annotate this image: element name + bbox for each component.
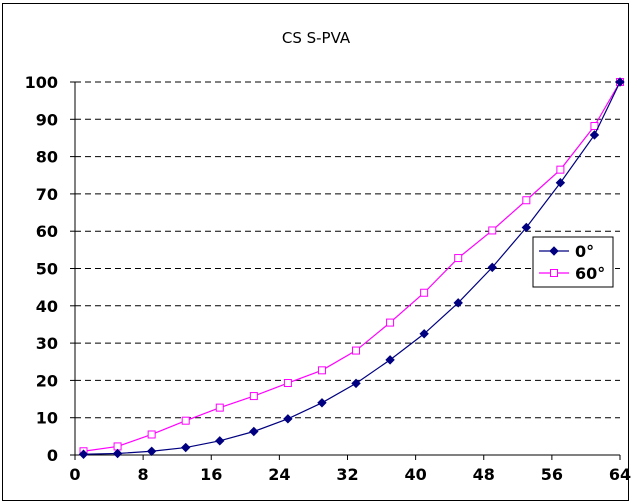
series-0deg — [78, 77, 625, 459]
data-point — [215, 436, 225, 446]
y-tick-label: 50 — [36, 260, 58, 279]
data-point — [385, 355, 395, 365]
legend-marker — [550, 269, 558, 277]
data-point — [181, 416, 190, 425]
data-point — [352, 346, 361, 355]
x-tick-label: 32 — [336, 465, 358, 484]
data-point — [180, 442, 191, 453]
data-point — [249, 426, 259, 437]
data-point — [249, 392, 258, 401]
data-point — [589, 130, 600, 140]
x-tick-label: 24 — [268, 465, 290, 484]
data-point — [317, 398, 327, 408]
data-point — [78, 449, 89, 459]
data-point — [146, 446, 157, 456]
legend-label: 60° — [575, 264, 605, 283]
y-tick-label: 90 — [36, 110, 58, 129]
legend-marker — [549, 246, 559, 256]
data-point — [147, 430, 156, 439]
data-point — [522, 196, 531, 205]
data-point — [615, 77, 625, 87]
grid-lines — [75, 81, 620, 419]
x-tick-label: 56 — [541, 465, 563, 484]
data-point — [283, 379, 292, 388]
data-point — [317, 366, 326, 375]
data-point — [454, 254, 463, 263]
series-group — [78, 77, 625, 459]
data-point — [555, 178, 566, 188]
data-point — [351, 378, 361, 389]
y-tick-label: 30 — [36, 334, 58, 353]
y-tick-label: 70 — [36, 185, 58, 204]
data-point — [521, 222, 532, 233]
x-tick-label: 48 — [473, 465, 495, 484]
legend-label: 0° — [575, 242, 594, 261]
legend: 0°60° — [532, 236, 614, 288]
data-point — [420, 288, 429, 297]
legend-item: 0° — [539, 242, 594, 261]
y-tick-label: 10 — [36, 409, 58, 428]
x-tick-label: 64 — [609, 465, 631, 484]
legend-item: 60° — [539, 264, 605, 283]
axes — [70, 81, 621, 460]
y-tick-labels: 0 10 20 30 40 50 60 70 80 90 100 — [25, 73, 58, 465]
chart-title: CS S-PVA — [282, 29, 351, 47]
y-tick-label: 80 — [36, 148, 58, 167]
x-tick-label: 16 — [200, 465, 222, 484]
legend-box — [532, 236, 614, 288]
data-point — [386, 318, 395, 327]
y-tick-label: 40 — [36, 297, 58, 316]
data-point — [487, 262, 497, 273]
data-point — [590, 122, 599, 131]
data-point — [453, 298, 463, 308]
data-point — [283, 414, 293, 424]
data-point — [112, 448, 123, 459]
data-point — [556, 165, 565, 174]
y-tick-label: 20 — [36, 371, 58, 390]
data-point — [419, 329, 429, 339]
y-tick-label: 100 — [25, 73, 58, 92]
x-tick-labels: 0 8 16 24 32 40 48 56 64 — [69, 465, 631, 484]
y-tick-label: 60 — [36, 222, 58, 241]
x-tick-label: 8 — [138, 465, 149, 484]
data-point — [215, 403, 224, 412]
data-point — [488, 226, 497, 235]
x-tick-label: 0 — [69, 465, 80, 484]
y-tick-label: 0 — [47, 446, 58, 465]
x-tick-label: 40 — [404, 465, 426, 484]
